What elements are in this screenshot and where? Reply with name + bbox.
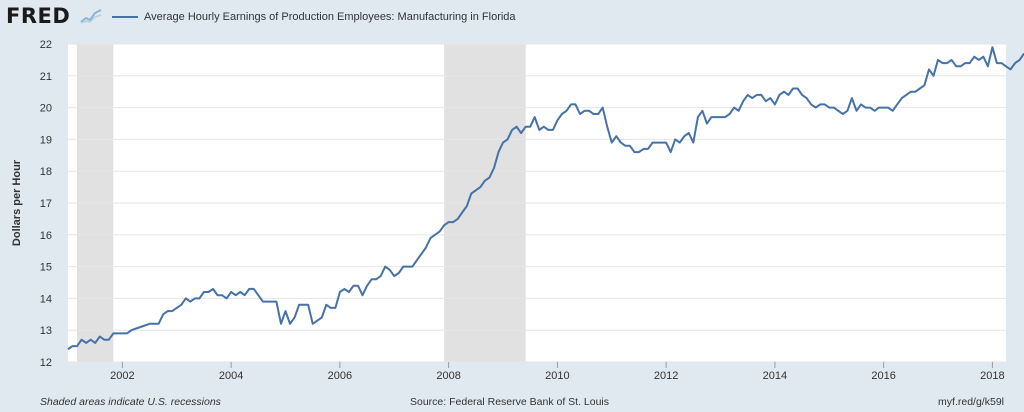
- series-layer: [67, 46, 1024, 351]
- y-tick-label: 15: [40, 262, 52, 274]
- y-axis-label: Dollars per Hour: [11, 159, 23, 246]
- x-tick-label: 2002: [110, 370, 134, 382]
- x-tick-label: 2006: [328, 370, 352, 382]
- y-axis-ticks: 12 13 14 15 16 17 18 19 20 21 22: [40, 39, 52, 369]
- short-link[interactable]: myf.red/g/k59l: [938, 396, 1004, 408]
- x-tick-label: 2018: [980, 370, 1004, 382]
- legend-series-name: Average Hourly Earnings of Production Em…: [144, 11, 516, 23]
- series-line-1: [67, 46, 1024, 351]
- x-tick-label: 2014: [763, 370, 787, 382]
- x-tick-label: 2008: [436, 370, 460, 382]
- y-tick-label: 20: [40, 103, 52, 115]
- header: FRED Average Hourly Earnings of Producti…: [0, 0, 1024, 34]
- source-text: Source: Federal Reserve Bank of St. Loui…: [410, 396, 610, 408]
- x-tick-label: 2004: [219, 370, 243, 382]
- recession-note: Shaded areas indicate U.S. recessions: [40, 396, 221, 408]
- line-graph-icon: [80, 8, 102, 24]
- y-tick-label: 14: [40, 293, 52, 305]
- y-tick-label: 18: [40, 166, 52, 178]
- y-tick-label: 16: [40, 230, 52, 242]
- y-tick-label: 17: [40, 198, 52, 210]
- y-tick-label: 13: [40, 325, 52, 337]
- x-tick-label: 2012: [654, 370, 678, 382]
- x-tick-label: 2010: [545, 370, 569, 382]
- fred-logo[interactable]: FRED: [6, 4, 71, 28]
- y-tick-label: 21: [40, 71, 52, 83]
- y-tick-label: 19: [40, 134, 52, 146]
- legend: Average Hourly Earnings of Production Em…: [112, 11, 516, 23]
- y-tick-label: 22: [40, 39, 52, 51]
- x-axis-ticks: 2002 2004 2006 2008 2010 2012 2014 2016 2018: [110, 362, 1005, 382]
- gridlines: [68, 43, 1006, 363]
- x-tick-label: 2016: [871, 370, 895, 382]
- legend-swatch: [112, 16, 138, 18]
- y-tick-label: 12: [40, 357, 52, 369]
